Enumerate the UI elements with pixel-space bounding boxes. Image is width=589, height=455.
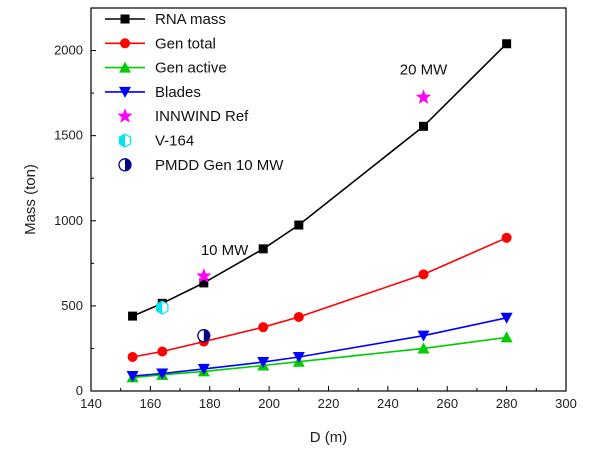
data-point [197, 329, 211, 343]
hexagon-half-fill [119, 134, 125, 147]
y-tick-label: 1000 [54, 213, 83, 228]
series-pmdd-gen-10-mw [197, 329, 211, 343]
legend-entry: INNWIND Ref [117, 108, 249, 125]
data-point [258, 244, 268, 254]
series-gen-total [127, 232, 512, 362]
legend-entry: Gen active [105, 60, 227, 77]
x-tick-label: 140 [80, 396, 102, 411]
data-point [500, 331, 513, 343]
x-tick-label: 160 [140, 396, 162, 411]
data-point [157, 346, 168, 357]
y-tick-label: 2000 [54, 43, 83, 58]
series-v-164 [156, 300, 169, 315]
y-tick-label: 0 [76, 383, 83, 398]
data-point [293, 311, 304, 322]
legend-label: Blades [155, 84, 201, 101]
legend-marker [119, 61, 131, 73]
data-point [417, 330, 430, 342]
series-innwind-ref [196, 89, 432, 283]
data-point [156, 300, 169, 315]
legend-entry: RNA mass [105, 11, 226, 28]
legend-entry: V-164 [118, 133, 194, 150]
legend-label: INNWIND Ref [155, 108, 249, 125]
data-point [415, 89, 432, 104]
legend-entry: Gen total [105, 35, 216, 52]
data-point [258, 322, 269, 333]
data-point [502, 39, 512, 49]
x-tick-label: 300 [555, 396, 577, 411]
legend-label: PMDD Gen 10 MW [155, 157, 284, 174]
legend-marker [118, 158, 132, 172]
series-rna-mass [128, 39, 512, 321]
data-point [197, 363, 210, 375]
data-point [501, 232, 512, 243]
y-tick-label: 1500 [54, 128, 83, 143]
y-tick-label: 500 [61, 298, 83, 313]
legend-entry: Blades [105, 84, 201, 101]
data-point [292, 351, 305, 363]
data-point [128, 311, 138, 321]
star-shape [196, 268, 212, 283]
circle-half-fill [203, 329, 210, 342]
legend-marker [120, 38, 130, 49]
data-point [156, 368, 169, 380]
data-point [127, 351, 138, 362]
data-point [196, 268, 212, 283]
x-tick-label: 260 [436, 396, 458, 411]
star-shape [415, 89, 432, 104]
data-point [199, 278, 209, 288]
data-point [417, 342, 430, 354]
legend-marker [119, 86, 131, 98]
legend-label: V-164 [155, 133, 194, 150]
legend-label: Gen active [155, 60, 227, 77]
legend-marker [120, 14, 130, 24]
x-tick-label: 220 [318, 396, 340, 411]
series-gen-active [126, 331, 513, 383]
hexagon-half-fill [156, 301, 163, 315]
y-axis-title: Mass (ton) [22, 164, 39, 235]
legend-entry: PMDD Gen 10 MW [118, 157, 284, 174]
data-point [257, 357, 270, 369]
series-blades [126, 312, 513, 383]
legend-marker [117, 108, 133, 123]
data-point [500, 312, 513, 324]
legend-label: RNA mass [155, 11, 226, 28]
x-axis-title: D (m) [310, 429, 348, 446]
data-point [419, 121, 428, 131]
series-line [132, 237, 507, 358]
star-shape [117, 108, 133, 123]
circle-half-fill [125, 158, 131, 171]
data-point [418, 269, 429, 280]
annotation-label: 10 MW [201, 242, 249, 259]
legend-marker [118, 133, 132, 148]
series-line [132, 336, 507, 379]
legend-label: Gen total [155, 35, 216, 52]
series-line [132, 317, 507, 377]
data-point [126, 371, 139, 383]
x-tick-label: 180 [199, 396, 221, 411]
x-tick-label: 200 [258, 396, 280, 411]
data-point [294, 220, 304, 230]
x-tick-label: 240 [377, 396, 399, 411]
x-tick-label: 280 [496, 396, 518, 411]
annotation-label: 20 MW [400, 61, 448, 78]
